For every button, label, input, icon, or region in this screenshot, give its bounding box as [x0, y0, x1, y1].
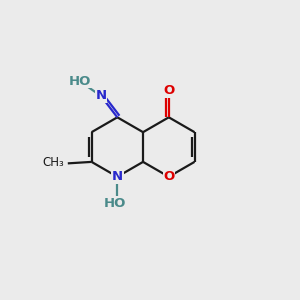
- Text: HO: HO: [104, 197, 126, 210]
- Text: CH₃: CH₃: [43, 156, 64, 169]
- Text: N: N: [112, 170, 123, 183]
- Text: O: O: [163, 84, 174, 97]
- Text: N: N: [95, 89, 106, 102]
- Text: O: O: [163, 170, 174, 183]
- Text: HO: HO: [69, 74, 91, 88]
